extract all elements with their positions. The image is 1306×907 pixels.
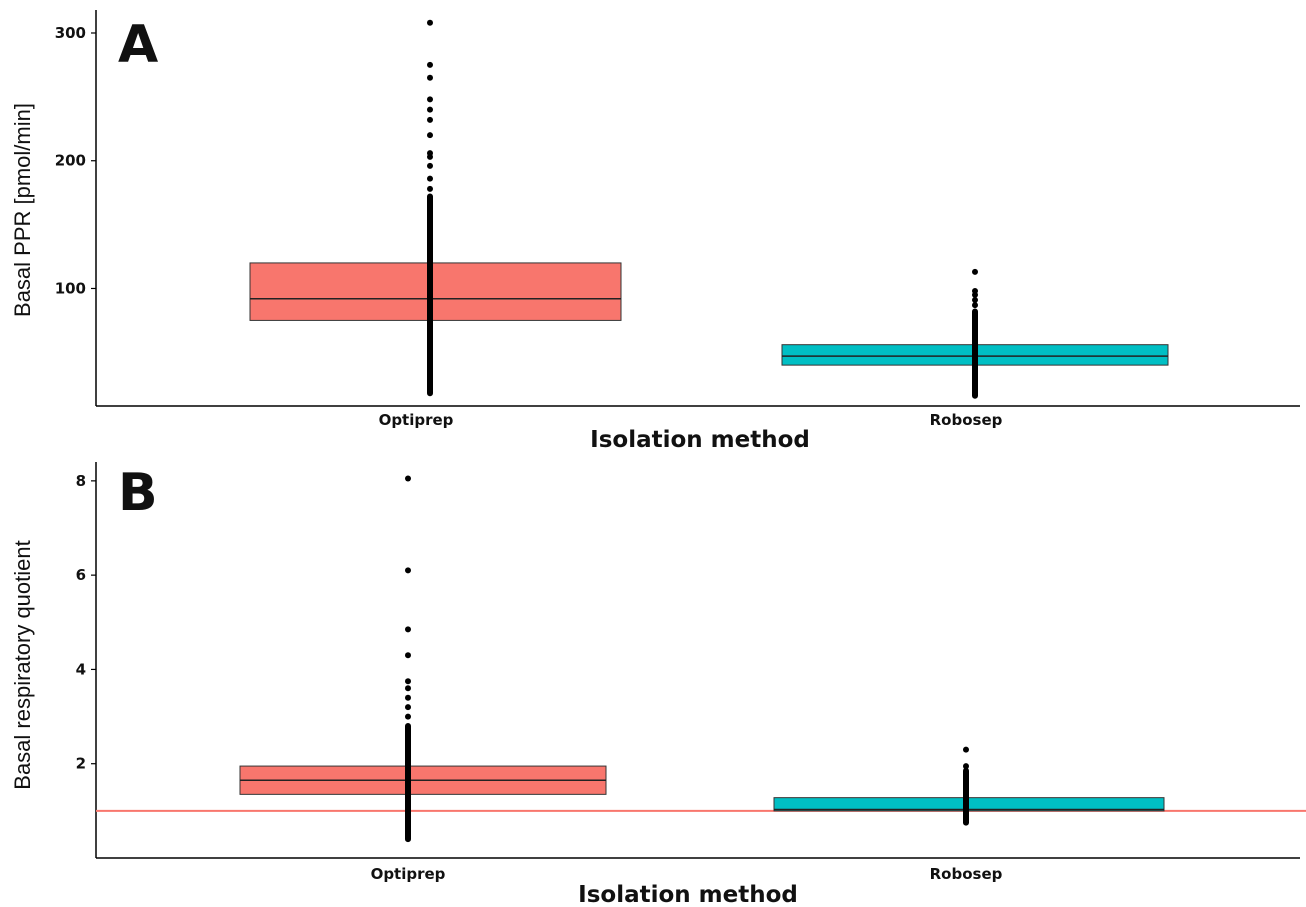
outlier-point-optiprep-a-7 xyxy=(427,106,433,113)
outlier-point-robosep-b-0 xyxy=(963,763,969,770)
boxes-a xyxy=(249,19,1169,399)
y-axis-title-a: Basal PPR [pmol/min] xyxy=(10,103,35,317)
x-axis-title-b: Isolation method xyxy=(578,882,798,907)
outlier-point-optiprep-b-2 xyxy=(405,694,411,701)
x-tick-label-optiprep-b: Optiprep xyxy=(371,865,446,883)
y-ticks-b: 2 4 6 8 xyxy=(76,472,96,773)
outlier-point-optiprep-b-4 xyxy=(405,678,411,685)
x-tick-label-robosep-a: Robosep xyxy=(930,411,1003,429)
panel-letter-b: B xyxy=(118,463,158,523)
outlier-point-optiprep-a-0 xyxy=(427,185,433,192)
outlier-point-optiprep-b-7 xyxy=(405,567,411,574)
outlier-point-optiprep-a-8 xyxy=(427,96,433,103)
outlier-point-robosep-a-1 xyxy=(972,296,978,303)
panel-b: B 2 4 6 8 Optiprep Robosep Isolation method… xyxy=(10,462,1306,907)
panel-a: A 100 200 300 Optiprep Robosep Isolation m… xyxy=(10,10,1300,453)
outlier-point-optiprep-b-3 xyxy=(405,685,411,692)
y-tick-label-b-1: 4 xyxy=(76,660,86,678)
outlier-point-optiprep-a-10 xyxy=(427,61,433,68)
outlier-point-robosep-a-0 xyxy=(972,302,978,309)
outlier-point-robosep-b-1 xyxy=(963,746,969,753)
x-tick-label-robosep-b: Robosep xyxy=(930,865,1003,883)
outlier-point-optiprep-b-5 xyxy=(405,652,411,659)
boxes-b xyxy=(239,475,1165,843)
outlier-point-optiprep-b-6 xyxy=(405,626,411,633)
y-ticks-a: 100 200 300 xyxy=(55,24,96,297)
outlier-point-optiprep-a-4 xyxy=(427,150,433,157)
outlier-point-optiprep-a-2 xyxy=(427,162,433,169)
y-tick-label-b-3: 8 xyxy=(76,472,86,490)
y-axis-title-b: Basal respiratory quotient xyxy=(10,540,35,789)
outlier-point-robosep-a-4 xyxy=(972,268,978,275)
y-tick-label-b-0: 2 xyxy=(76,755,86,773)
y-tick-label-a-0: 100 xyxy=(55,279,86,297)
x-tick-label-optiprep-a: Optiprep xyxy=(379,411,454,429)
outlier-point-optiprep-b-0 xyxy=(405,713,411,720)
outlier-point-optiprep-b-1 xyxy=(405,704,411,711)
y-tick-label-a-1: 200 xyxy=(55,152,86,170)
box-optiprep-a xyxy=(249,262,622,321)
outlier-point-optiprep-a-6 xyxy=(427,116,433,123)
outlier-point-robosep-a-3 xyxy=(972,288,978,295)
outlier-point-optiprep-b-8 xyxy=(405,475,411,482)
y-tick-label-a-2: 300 xyxy=(55,24,86,42)
outlier-point-optiprep-a-9 xyxy=(427,74,433,81)
outlier-point-optiprep-a-11 xyxy=(427,19,433,26)
x-axis-title-a: Isolation method xyxy=(590,427,810,453)
panel-letter-a: A xyxy=(118,15,158,75)
outlier-point-optiprep-a-5 xyxy=(427,132,433,139)
outlier-point-optiprep-a-1 xyxy=(427,175,433,182)
y-tick-label-b-2: 6 xyxy=(76,566,86,584)
